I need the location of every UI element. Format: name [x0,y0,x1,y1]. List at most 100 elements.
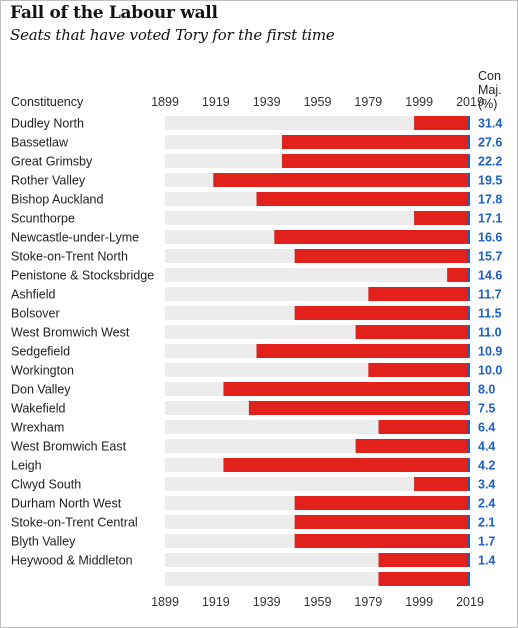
x-tick-bottom: 1939 [253,595,281,609]
labour-bar [355,439,467,453]
labour-bar [378,420,467,434]
labour-bar [223,458,467,472]
labour-bar [294,534,467,548]
value-header-line2: Maj. [478,83,502,97]
labour-bar [294,515,467,529]
constituency-label: Don Valley [11,383,71,397]
labour-bar [414,116,467,130]
majority-label: 4.4 [478,440,495,454]
labour-bar [447,268,467,282]
labour-bar [378,572,467,586]
majority-label: 11.5 [478,307,502,321]
con-2019-bar [467,173,470,187]
con-2019-bar [467,249,470,263]
labour-bar [281,135,467,149]
labour-bar [414,477,467,491]
con-2019-bar [467,116,470,130]
majority-label: 19.5 [478,174,502,188]
majority-label: 8.0 [478,383,495,397]
con-2019-bar [467,572,470,586]
constituency-label: Dudley North [11,117,84,131]
x-tick-top: 1959 [304,95,332,109]
labour-bar [294,306,467,320]
constituency-label: Stoke-on-Trent Central [11,516,138,530]
majority-label: 31.4 [478,117,502,131]
majority-label: 14.6 [478,269,502,283]
labour-bar [378,553,467,567]
x-tick-bottom: 2019 [456,595,484,609]
majority-label: 27.6 [478,136,502,150]
con-2019-bar [467,154,470,168]
labour-bar [294,496,467,510]
labour-bar [256,344,467,358]
labour-bar [294,249,467,263]
con-2019-bar [467,306,470,320]
con-2019-bar [467,382,470,396]
constituency-label: Newcastle-under-Lyme [11,231,139,245]
track-bar [165,477,470,491]
constituency-label: Heywood & Middleton [11,554,133,568]
labour-bar [355,325,467,339]
majority-label: 7.5 [478,402,495,416]
labour-bar [368,287,467,301]
majority-label: 3.4 [478,478,495,492]
constituency-label: Bishop Auckland [11,193,103,207]
majority-label: 17.1 [478,212,502,226]
majority-label: 15.7 [478,250,502,264]
chart-subtitle: Seats that have voted Tory for the first… [10,26,335,44]
constituency-label: Rother Valley [11,174,86,188]
majority-label: 11.7 [478,288,502,302]
constituency-label: Wakefield [11,402,65,416]
labour-bar [368,363,467,377]
track-bar [165,116,470,130]
majority-label: 11.0 [478,326,502,340]
con-2019-bar [467,230,470,244]
x-tick-bottom: 1979 [354,595,382,609]
con-2019-bar [467,363,470,377]
x-tick-bottom: 1919 [202,595,230,609]
majority-label: 6.4 [478,421,495,435]
constituency-label: Ashfield [11,288,56,302]
x-tick-top: 1919 [202,95,230,109]
constituency-label: Workington [11,364,74,378]
majority-label: 16.6 [478,231,502,245]
chart-title: Fall of the Labour wall [10,3,218,23]
x-tick-top: 1899 [151,95,179,109]
con-2019-bar [467,211,470,225]
con-2019-bar [467,496,470,510]
labour-bar [256,192,467,206]
value-header-line1: Con [478,69,501,83]
labour-bar [248,401,467,415]
con-2019-bar [467,192,470,206]
constituency-label: Durham North West [11,497,122,511]
x-tick-top: 1939 [253,95,281,109]
majority-label: 2.1 [478,516,495,530]
con-2019-bar [467,344,470,358]
labour-bar [213,173,467,187]
con-2019-bar [467,401,470,415]
con-2019-bar [467,515,470,529]
con-2019-bar [467,268,470,282]
constituency-label: West Bromwich West [11,326,130,340]
constituency-label: Wrexham [11,421,64,435]
constituency-label: Bolsover [11,307,60,321]
con-2019-bar [467,420,470,434]
constituency-label: Blyth Valley [11,535,76,549]
majority-label: 17.8 [478,193,502,207]
con-2019-bar [467,325,470,339]
constituency-label: Clwyd South [11,478,81,492]
labour-bar [274,230,467,244]
labour-bar [281,154,467,168]
con-2019-bar [467,477,470,491]
con-2019-bar [467,458,470,472]
majority-label: 10.0 [478,364,502,378]
majority-label: 10.9 [478,345,502,359]
track-bar [165,268,470,282]
x-tick-top: 1999 [405,95,433,109]
constituency-label: Bassetlaw [11,136,69,150]
con-2019-bar [467,287,470,301]
majority-label: 4.2 [478,459,495,473]
majority-label: 2.4 [478,497,495,511]
constituency-label: Great Grimsby [11,155,93,169]
